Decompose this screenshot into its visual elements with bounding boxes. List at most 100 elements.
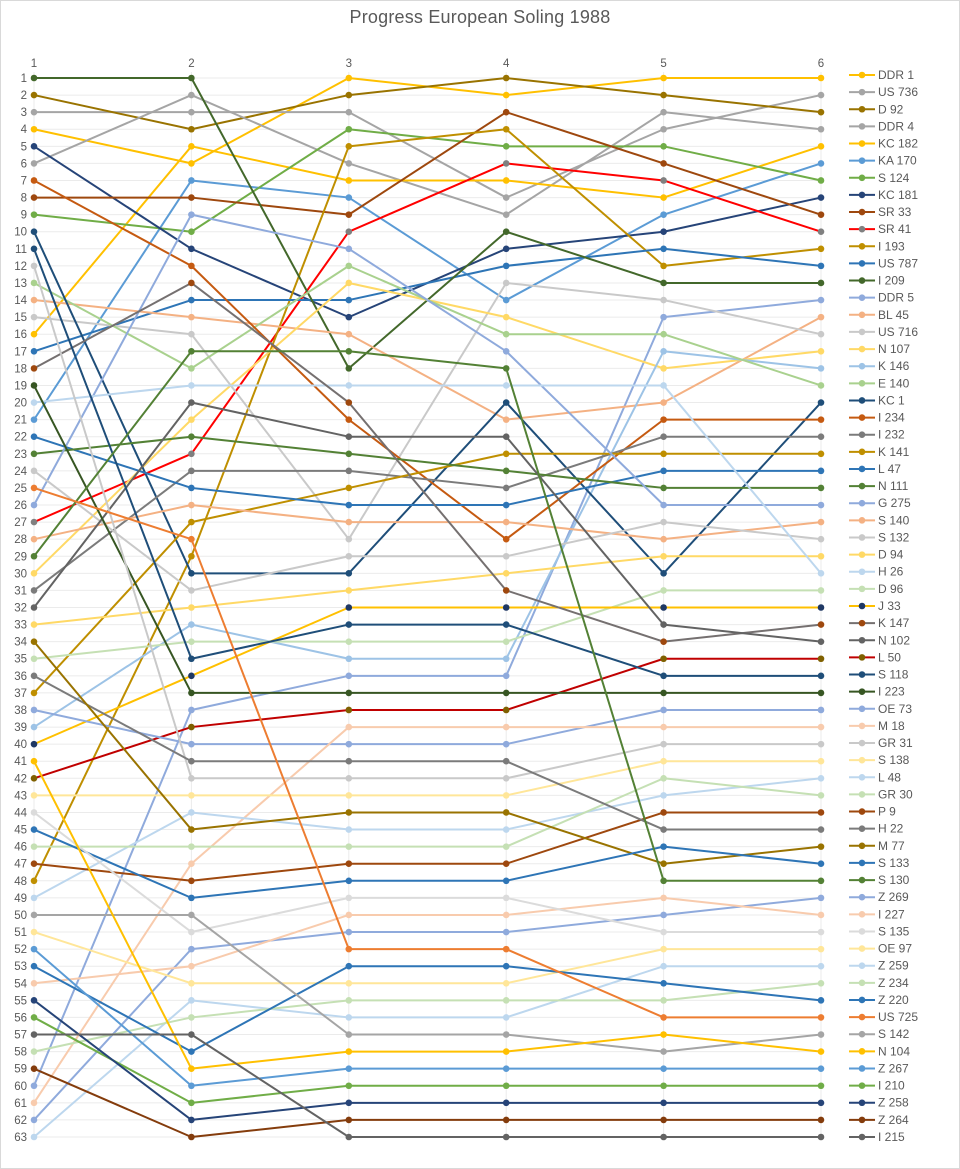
legend-item[interactable]: Z 258 bbox=[849, 1096, 909, 1110]
y-tick-label: 22 bbox=[14, 432, 27, 444]
legend-item[interactable]: P 9 bbox=[849, 805, 896, 819]
legend-marker-swatch bbox=[858, 619, 866, 627]
legend-label: KC 181 bbox=[878, 188, 918, 202]
series-marker bbox=[502, 143, 510, 150]
legend-item[interactable]: N 107 bbox=[849, 342, 910, 356]
legend-item[interactable]: D 92 bbox=[849, 102, 904, 116]
series-marker bbox=[30, 1031, 38, 1038]
legend-marker-swatch bbox=[858, 1065, 866, 1072]
legend-item[interactable]: K 146 bbox=[849, 359, 910, 373]
legend-item[interactable]: DDR 5 bbox=[849, 291, 914, 305]
legend-item[interactable]: US 787 bbox=[849, 256, 918, 270]
legend-item[interactable]: S 132 bbox=[849, 530, 910, 544]
series-marker bbox=[30, 330, 38, 338]
legend-item[interactable]: US 736 bbox=[849, 85, 918, 99]
legend-item[interactable]: DDR 4 bbox=[849, 119, 914, 133]
series-marker bbox=[817, 826, 825, 833]
series-line bbox=[33, 435, 822, 592]
legend-label: S 130 bbox=[878, 873, 910, 887]
legend-item[interactable]: S 142 bbox=[849, 1027, 910, 1041]
legend-item[interactable]: E 140 bbox=[849, 376, 910, 390]
legend-item[interactable]: GR 31 bbox=[849, 736, 913, 750]
legend-item[interactable]: H 26 bbox=[849, 565, 904, 579]
legend-item[interactable]: L 47 bbox=[849, 462, 901, 476]
legend-item[interactable]: D 96 bbox=[849, 582, 904, 596]
legend-item[interactable]: I 210 bbox=[849, 1079, 905, 1093]
legend-marker-swatch bbox=[858, 636, 866, 644]
legend-label: Z 258 bbox=[878, 1096, 909, 1110]
legend-item[interactable]: Z 264 bbox=[849, 1113, 909, 1127]
legend-item[interactable]: S 133 bbox=[849, 856, 910, 870]
series-marker bbox=[188, 125, 195, 133]
legend-item[interactable]: I 215 bbox=[849, 1130, 905, 1144]
legend-item[interactable]: I 227 bbox=[849, 907, 905, 921]
legend-item[interactable]: DDR 1 bbox=[849, 68, 914, 82]
series-marker bbox=[502, 775, 510, 782]
legend-item[interactable]: Z 220 bbox=[849, 993, 909, 1007]
legend-item[interactable]: L 48 bbox=[849, 770, 901, 784]
series-line bbox=[33, 606, 822, 746]
legend-item[interactable]: S 130 bbox=[849, 873, 910, 887]
legend-item[interactable]: US 716 bbox=[849, 325, 918, 339]
legend-item[interactable]: S 138 bbox=[849, 753, 910, 767]
legend-item[interactable]: S 124 bbox=[849, 171, 910, 185]
legend-item[interactable]: I 193 bbox=[849, 239, 905, 253]
legend-item[interactable]: KC 181 bbox=[849, 188, 918, 202]
legend-item[interactable]: L 50 bbox=[849, 650, 901, 664]
legend-item[interactable]: S 118 bbox=[849, 668, 909, 682]
series-marker bbox=[660, 723, 667, 731]
legend-item[interactable]: OE 73 bbox=[849, 702, 912, 716]
legend-item[interactable]: N 102 bbox=[849, 633, 910, 647]
legend-marker-swatch bbox=[858, 1030, 866, 1038]
legend-item[interactable]: US 725 bbox=[849, 1010, 918, 1024]
legend-item[interactable]: K 147 bbox=[849, 616, 910, 630]
legend-item[interactable]: I 232 bbox=[849, 428, 905, 442]
series-marker bbox=[345, 160, 353, 167]
legend-item[interactable]: Z 259 bbox=[849, 959, 909, 973]
legend-item[interactable]: BL 45 bbox=[849, 308, 909, 322]
y-tick-label: 3 bbox=[21, 107, 27, 119]
series-marker bbox=[660, 740, 667, 748]
series-marker bbox=[345, 228, 353, 236]
series-marker bbox=[188, 279, 195, 287]
series-marker bbox=[30, 945, 38, 953]
legend-item[interactable]: KC 1 bbox=[849, 393, 905, 407]
legend-item[interactable]: K 141 bbox=[849, 445, 910, 459]
legend-item[interactable]: KC 182 bbox=[849, 137, 918, 151]
legend-item[interactable]: N 104 bbox=[849, 1044, 910, 1058]
legend-label: I 193 bbox=[878, 239, 905, 253]
series-marker bbox=[30, 843, 38, 850]
series-marker bbox=[188, 518, 195, 526]
legend-item[interactable]: I 234 bbox=[849, 411, 905, 425]
legend-item[interactable]: M 77 bbox=[849, 839, 905, 853]
series-marker bbox=[660, 1048, 667, 1055]
legend-item[interactable]: M 18 bbox=[849, 719, 905, 733]
legend-item[interactable]: I 209 bbox=[849, 274, 905, 288]
legend-item[interactable]: KA 170 bbox=[849, 154, 917, 168]
legend-item[interactable]: Z 269 bbox=[849, 890, 909, 904]
legend-item[interactable]: H 22 bbox=[849, 822, 904, 836]
legend-item[interactable]: J 33 bbox=[849, 599, 901, 613]
series-marker bbox=[660, 552, 667, 560]
legend-marker-swatch bbox=[858, 722, 866, 730]
legend-label: N 111 bbox=[878, 479, 909, 493]
legend-item[interactable]: N 111 bbox=[849, 479, 909, 493]
series-marker bbox=[660, 91, 667, 99]
legend-item[interactable]: G 275 bbox=[849, 496, 911, 510]
legend-item[interactable]: S 135 bbox=[849, 924, 910, 938]
legend-item[interactable]: S 140 bbox=[849, 513, 910, 527]
legend-item[interactable]: GR 30 bbox=[849, 787, 913, 801]
legend-item[interactable]: I 223 bbox=[849, 685, 905, 699]
series-marker bbox=[188, 535, 195, 543]
legend-item[interactable]: Z 267 bbox=[849, 1061, 909, 1075]
legend-item[interactable]: D 94 bbox=[849, 548, 904, 562]
legend-item[interactable]: Z 234 bbox=[849, 976, 909, 990]
legend-item[interactable]: SR 41 bbox=[849, 222, 912, 236]
series-marker bbox=[30, 1048, 38, 1055]
series-marker bbox=[345, 552, 353, 560]
series-marker bbox=[30, 365, 38, 372]
series-marker bbox=[345, 313, 353, 321]
legend-item[interactable]: OE 97 bbox=[849, 942, 912, 956]
legend-item[interactable]: SR 33 bbox=[849, 205, 912, 219]
series-marker bbox=[188, 1065, 195, 1072]
